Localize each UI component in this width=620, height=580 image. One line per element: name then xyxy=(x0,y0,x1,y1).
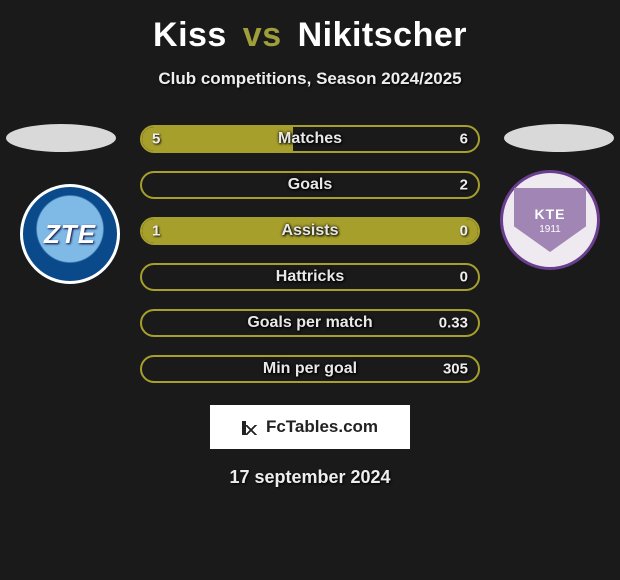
bar-row: Goals 2 xyxy=(140,171,480,199)
club-right-shield: KTE 1911 xyxy=(514,188,586,252)
bar-value-right: 0.33 xyxy=(439,315,468,332)
bar-row: Matches 5 6 xyxy=(140,125,480,153)
bar-row: Goals per match 0.33 xyxy=(140,309,480,337)
player2-placeholder-ellipse xyxy=(504,124,614,152)
club-right-abbrev: KTE xyxy=(535,206,566,222)
page-title: Kiss vs Nikitscher xyxy=(0,16,620,55)
date-label: 17 september 2024 xyxy=(0,467,620,488)
bar-value-right: 0 xyxy=(460,269,468,286)
bar-value-left: 5 xyxy=(152,131,160,148)
bar-row: Hattricks 0 xyxy=(140,263,480,291)
bar-row: Assists 1 0 xyxy=(140,217,480,245)
attribution-label: FcTables.com xyxy=(242,417,378,437)
vs-separator: vs xyxy=(243,16,282,54)
chart-icon xyxy=(242,419,262,435)
bar-fill-left xyxy=(142,127,293,151)
bar-value-right: 0 xyxy=(460,223,468,240)
club-badge-right: KTE 1911 xyxy=(500,170,600,270)
bar-label: Goals per match xyxy=(247,314,372,332)
comparison-infographic: Kiss vs Nikitscher Club competitions, Se… xyxy=(0,0,620,580)
attribution-box: FcTables.com xyxy=(210,405,410,449)
bar-value-right: 2 xyxy=(460,177,468,194)
bar-label: Goals xyxy=(288,176,332,194)
player1-name: Kiss xyxy=(153,16,227,54)
bar-label: Assists xyxy=(282,222,339,240)
attribution-text: FcTables.com xyxy=(266,417,378,437)
comparison-bars: Matches 5 6 Goals 2 Assists 1 0 Hattricks 0 Goals … xyxy=(140,125,480,383)
bar-row: Min per goal 305 xyxy=(140,355,480,383)
bar-label: Hattricks xyxy=(276,268,344,286)
bar-label: Min per goal xyxy=(263,360,357,378)
bar-value-right: 6 xyxy=(460,131,468,148)
club-badge-left: ZTE xyxy=(20,184,120,284)
club-left-abbrev: ZTE xyxy=(44,219,96,250)
club-right-year: 1911 xyxy=(539,224,561,235)
player1-placeholder-ellipse xyxy=(6,124,116,152)
bar-value-right: 305 xyxy=(443,361,468,378)
subtitle: Club competitions, Season 2024/2025 xyxy=(0,69,620,89)
player2-name: Nikitscher xyxy=(298,16,467,54)
bar-label: Matches xyxy=(278,130,342,148)
bar-value-left: 1 xyxy=(152,223,160,240)
